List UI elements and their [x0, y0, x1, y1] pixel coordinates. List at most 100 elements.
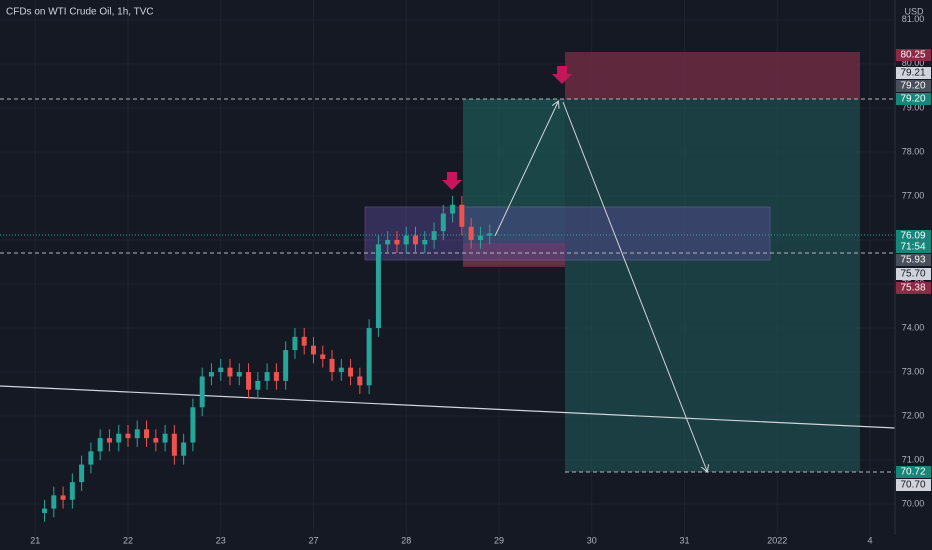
price-tag [896, 230, 931, 242]
candle-body [190, 407, 196, 443]
candle-body [246, 372, 252, 390]
x-tick-label: 31 [679, 535, 689, 545]
y-tick-label: 73.00 [902, 366, 925, 376]
candle-body [125, 433, 131, 439]
x-tick-label: 21 [30, 535, 40, 545]
y-tick-label: 79.00 [902, 102, 925, 112]
x-tick-label: 27 [308, 535, 318, 545]
price-tag [896, 80, 931, 92]
chart-title: CFDs on WTI Crude Oil, 1h, TVC [6, 7, 154, 18]
candle-body [181, 442, 187, 456]
candle-body [60, 495, 66, 500]
candle-body [273, 372, 279, 381]
candle-body [385, 239, 391, 245]
x-tick-label: 22 [123, 535, 133, 545]
price-tag [896, 67, 931, 79]
price-tag-label: 71:54 [900, 242, 925, 253]
price-tag-label: 75.38 [900, 283, 925, 294]
time-axis [0, 535, 895, 550]
price-tag-label: 79.20 [900, 94, 925, 105]
x-tick-label: 30 [587, 535, 597, 545]
y-tick-label: 74.00 [902, 322, 925, 332]
candle-body [320, 354, 326, 359]
price-tag-label: 79.21 [900, 68, 925, 79]
candle-body [236, 372, 242, 377]
y-tick-label: 70.00 [902, 499, 925, 509]
price-tag [896, 241, 931, 253]
x-tick-label: 4 [867, 535, 872, 545]
x-tick-label: 23 [216, 535, 226, 545]
candle-body [357, 376, 363, 386]
price-tag [896, 479, 931, 491]
price-tag [896, 282, 931, 294]
candle-body [106, 438, 112, 443]
candle-body [255, 380, 261, 390]
candle-body [144, 429, 150, 439]
candle-body [477, 235, 483, 240]
path-arrow [562, 101, 707, 471]
candle-body [301, 336, 307, 346]
candle-body [375, 244, 381, 329]
currency-label: USD [904, 6, 924, 16]
candle-body [227, 367, 233, 377]
candle-body [394, 239, 400, 245]
price-tag-label: 80.25 [900, 50, 925, 61]
target-zone [565, 99, 860, 472]
candle-body [208, 372, 214, 377]
candle-body [51, 495, 57, 509]
candle-body [348, 367, 354, 377]
y-tick-label: 71.00 [902, 455, 925, 465]
x-tick-label: 28 [401, 535, 411, 545]
price-tag [896, 49, 931, 61]
y-tick-label: 77.00 [902, 190, 925, 200]
y-tick-label: 72.00 [902, 410, 925, 420]
price-tag-label: 75.70 [900, 269, 925, 280]
candle-body [153, 438, 159, 443]
x-tick-label: 2022 [767, 535, 787, 545]
axes: 70.0071.0072.0073.0074.0075.0076.0077.00… [30, 14, 931, 545]
candle-body [116, 433, 122, 443]
down-arrow-icon [552, 66, 572, 84]
candle-body [403, 235, 409, 245]
price-tag-label: 70.72 [900, 467, 925, 478]
y-tick-label: 78.00 [902, 146, 925, 156]
candles [42, 195, 493, 522]
candle-body [440, 213, 446, 232]
candle-body [468, 226, 474, 240]
candle-body [459, 204, 465, 227]
candle-body [79, 464, 85, 483]
candle-body [283, 350, 289, 381]
price-tag-label: 70.70 [900, 480, 925, 491]
candle-body [171, 433, 177, 456]
price-tag [896, 93, 931, 105]
candle-body [97, 438, 103, 452]
x-tick-label: 29 [494, 535, 504, 545]
candle-body [431, 231, 437, 240]
candle-body [162, 433, 168, 443]
y-tick-label: 80.00 [902, 58, 925, 68]
trend-line [0, 385, 896, 429]
down-arrow-icon [442, 172, 462, 190]
range-box [364, 206, 771, 261]
price-tag-label: 79.20 [900, 81, 925, 92]
candle-body [42, 508, 48, 513]
candle-body [218, 367, 224, 373]
candle-body [199, 376, 205, 408]
price-tag [896, 466, 931, 478]
candle-body [422, 239, 428, 245]
candle-body [292, 336, 298, 351]
candle-body [69, 482, 75, 500]
candle-body [413, 235, 419, 245]
candle-body [366, 328, 372, 386]
candle-body [88, 451, 94, 465]
candle-body [487, 233, 493, 236]
path-arrow [494, 102, 558, 237]
candle-body [450, 204, 456, 214]
price-tag-label: 75.93 [900, 255, 925, 266]
price-tag-label: 76.09 [900, 231, 925, 242]
candle-body [134, 429, 140, 439]
y-tick-label: 81.00 [902, 14, 925, 24]
candle-body [310, 345, 316, 355]
